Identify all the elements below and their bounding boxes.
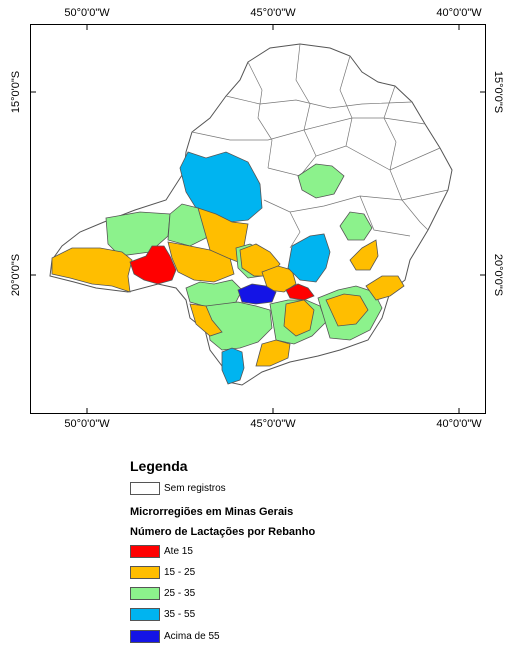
lon-label-bottom-40: 40°0'0"W	[436, 418, 482, 430]
region-25-35-central-a	[185, 279, 243, 307]
legend-label-3: 35 - 55	[164, 609, 196, 620]
legend-swatch-no-record	[130, 482, 160, 495]
region-35-55-south	[221, 347, 245, 385]
map-frame	[30, 24, 486, 414]
legend-swatch-3	[130, 608, 160, 621]
region-25-35-north	[297, 163, 345, 199]
legend-label-0: Ate 15	[164, 546, 193, 557]
lon-label-top-50: 50°0'0"W	[64, 7, 110, 19]
region-15-25-south-center	[283, 299, 315, 337]
legend-label-4: Acima de 55	[164, 631, 220, 642]
lon-label-top-40: 40°0'0"W	[436, 7, 482, 19]
legend-swatch-2	[130, 587, 160, 600]
region-25-35-south-a	[205, 301, 273, 351]
region-15-25-south-mid	[255, 339, 291, 367]
region-25-35-west-a	[105, 211, 171, 257]
region-15-25-east-a	[349, 239, 379, 271]
region-15-25-central-west	[167, 241, 235, 283]
microregion-borders	[191, 43, 449, 249]
legend-swatch-1	[130, 566, 160, 579]
legend-label-2: 25 - 35	[164, 588, 196, 599]
region-ate15-west	[129, 245, 177, 285]
lon-label-bottom-45: 45°0'0"W	[250, 418, 296, 430]
region-15-25-far-west	[51, 247, 133, 293]
region-35-55-central	[287, 233, 331, 283]
lon-label-top-45: 45°0'0"W	[250, 7, 296, 19]
region-acima55	[237, 283, 277, 305]
colored-microregions	[51, 151, 405, 385]
legend-subtitle-2: Número de Lactações por Rebanho	[130, 526, 316, 538]
legend-title: Legenda	[130, 458, 188, 474]
region-15-25-east-c	[365, 275, 405, 301]
region-15-25-sw	[189, 303, 223, 337]
region-15-25-east-b	[325, 293, 369, 327]
region-ate15-east	[285, 283, 315, 301]
graticule-ticks	[30, 24, 486, 414]
map-canvas	[30, 24, 486, 414]
region-25-35-ne	[339, 211, 373, 241]
legend-swatch-0	[130, 545, 160, 558]
legend-subtitle-1: Microrregiões em Minas Gerais	[130, 506, 294, 518]
legend-label-1: 15 - 25	[164, 567, 196, 578]
legend-label-no-record: Sem registros	[164, 483, 226, 494]
legend-swatch-4	[130, 630, 160, 643]
lon-label-bottom-50: 50°0'0"W	[64, 418, 110, 430]
